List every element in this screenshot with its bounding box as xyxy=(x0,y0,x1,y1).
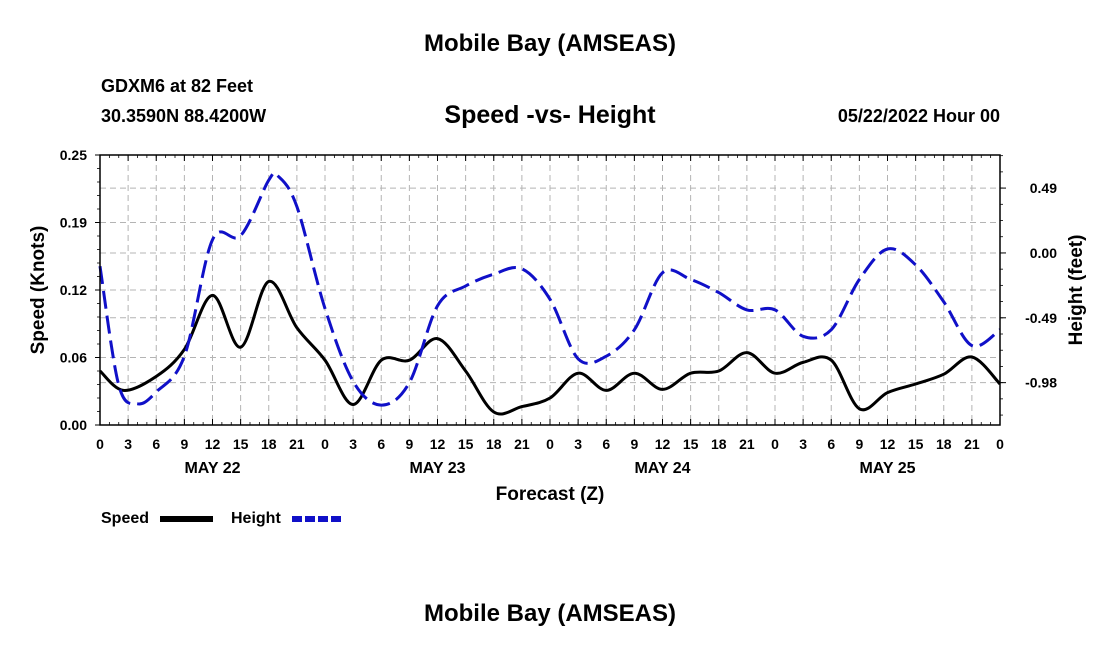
x-tick-label: 0 xyxy=(996,436,1004,452)
day-label: MAY 23 xyxy=(409,460,465,477)
y-right-tick-label: 0.49 xyxy=(1030,180,1057,196)
x-tick-label: 3 xyxy=(574,436,582,452)
x-tick-label: 12 xyxy=(655,436,671,452)
x-tick-label: 3 xyxy=(124,436,132,452)
x-tick-label: 18 xyxy=(936,436,952,452)
x-tick-label: 15 xyxy=(458,436,474,452)
y-left-tick-label: 0.25 xyxy=(60,147,87,163)
y-left-tick-label: 0.00 xyxy=(60,417,87,433)
x-tick-label: 18 xyxy=(486,436,502,452)
x-tick-label: 12 xyxy=(205,436,221,452)
grid-lines xyxy=(100,155,1000,425)
station-label: GDXM6 at 82 Feet xyxy=(101,76,254,96)
day-label: MAY 25 xyxy=(859,460,915,477)
x-tick-label: 15 xyxy=(683,436,699,452)
x-axis-label: Forecast (Z) xyxy=(496,484,605,505)
y-right-tick-label: -0.98 xyxy=(1025,375,1057,391)
x-tick-label: 9 xyxy=(180,436,188,452)
x-tick-label: 6 xyxy=(602,436,610,452)
legend-speed-label: Speed xyxy=(101,510,150,527)
x-tick-label: 9 xyxy=(855,436,863,452)
x-tick-label: 0 xyxy=(771,436,779,452)
x-tick-label: 21 xyxy=(964,436,980,452)
x-tick-label: 15 xyxy=(233,436,249,452)
series-height-line xyxy=(98,171,1001,407)
y-axis-left-label: Speed (Knots) xyxy=(28,226,49,355)
page-title: Mobile Bay (AMSEAS) xyxy=(423,30,677,57)
date-label: 05/22/2022 Hour 00 xyxy=(837,106,1000,126)
x-tick-label: 15 xyxy=(908,436,924,452)
x-tick-label: 0 xyxy=(96,436,104,452)
y-left-tick-label: 0.06 xyxy=(60,350,87,366)
x-tick-label: 0 xyxy=(546,436,554,452)
x-tick-label: 6 xyxy=(152,436,160,452)
day-label: MAY 22 xyxy=(184,460,240,477)
y-left-tick-label: 0.12 xyxy=(60,282,87,298)
y-right-tick-label: 0.00 xyxy=(1030,245,1057,261)
y-right-tick-label: -0.49 xyxy=(1025,310,1057,326)
x-tick-label: 3 xyxy=(349,436,357,452)
x-tick-label: 18 xyxy=(261,436,277,452)
x-tick-label: 21 xyxy=(514,436,530,452)
day-label: MAY 24 xyxy=(634,460,690,477)
plot-frame xyxy=(99,154,1001,426)
x-tick-label: 6 xyxy=(377,436,385,452)
footer-title: Mobile Bay (AMSEAS) xyxy=(423,600,677,627)
series-speed-line xyxy=(98,279,1002,416)
chart-title: Speed -vs- Height xyxy=(444,101,656,129)
axis-labels: 0 3 6 9 12 15 18 21 0 3 6 9 12 15 18 21 0 3 6 9 12 15 18 21 0 3 6 9… xyxy=(60,147,1057,477)
x-tick-label: 12 xyxy=(880,436,896,452)
x-tick-label: 9 xyxy=(630,436,638,452)
series-lines xyxy=(98,171,1002,416)
x-tick-label: 21 xyxy=(739,436,755,452)
x-tick-label: 9 xyxy=(405,436,413,452)
x-tick-label: 6 xyxy=(827,436,835,452)
coords-label: 30.3590N 88.4200W xyxy=(101,106,267,126)
x-tick-label: 21 xyxy=(289,436,305,452)
x-tick-label: 3 xyxy=(799,436,807,452)
legend-height-label: Height xyxy=(231,510,281,527)
x-tick-label: 0 xyxy=(321,436,329,452)
x-tick-label: 12 xyxy=(430,436,446,452)
y-left-tick-label: 0.19 xyxy=(60,215,87,231)
x-tick-label: 18 xyxy=(711,436,727,452)
y-axis-right-label: Height (feet) xyxy=(1066,235,1087,346)
